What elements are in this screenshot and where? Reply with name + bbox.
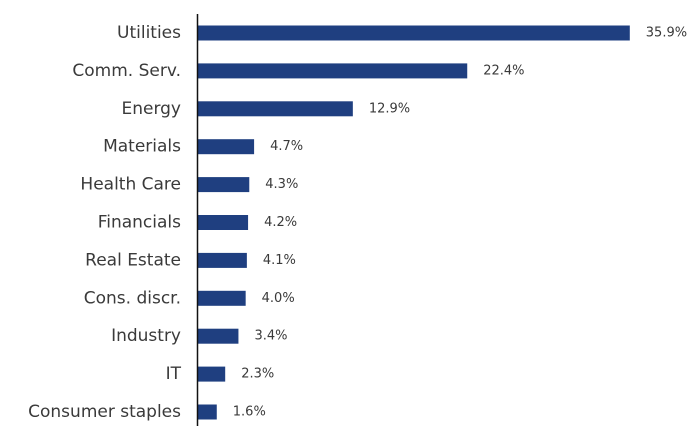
bar-7 [197,290,246,306]
value-label-0: 35.9% [646,26,687,41]
category-label-7: Cons. discr. [84,288,181,308]
category-label-10: Consumer staples [28,402,181,422]
bar-8 [197,328,239,344]
bar-1 [197,63,468,79]
bar-5 [197,215,249,230]
bar-6 [197,252,247,268]
value-label-8: 3.4% [254,329,287,344]
category-label-9: IT [166,364,182,384]
bar-9 [197,366,226,382]
category-label-8: Industry [111,326,181,346]
bar-0 [197,25,630,41]
category-label-3: Materials [103,137,181,157]
value-label-10: 1.6% [233,405,266,420]
labels-layer: Utilities 35.9% Comm. Serv. 22.4% Energy 12.9… [28,23,687,422]
value-label-2: 12.9% [369,101,410,116]
bar-10 [197,404,217,420]
value-label-7: 4.0% [262,291,295,306]
category-label-1: Comm. Serv. [72,61,181,81]
bar-3 [197,139,255,155]
value-label-4: 4.3% [265,177,298,192]
category-label-5: Financials [98,213,181,233]
value-label-9: 2.3% [241,367,274,382]
category-label-2: Energy [121,99,181,119]
value-label-3: 4.7% [270,139,303,154]
bar-4 [197,177,250,193]
value-label-5: 4.2% [264,215,297,230]
category-label-4: Health Care [80,175,181,195]
bars-layer [197,25,630,420]
category-label-0: Utilities [117,23,181,43]
value-label-1: 22.4% [483,63,524,78]
category-label-6: Real Estate [85,250,181,270]
bar-2 [197,101,353,117]
value-label-6: 4.1% [263,253,296,268]
